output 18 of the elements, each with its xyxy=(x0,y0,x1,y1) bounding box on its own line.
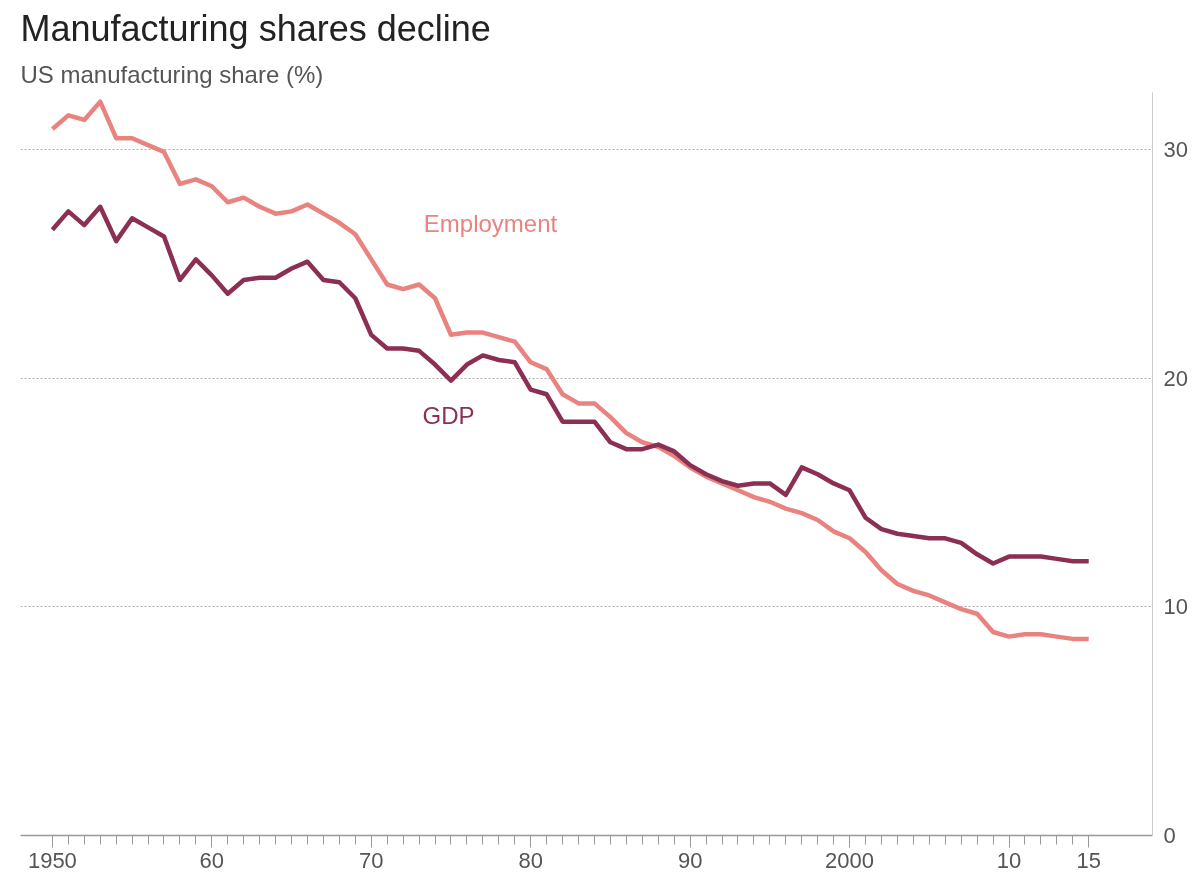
y-tick-label: 10 xyxy=(1163,594,1188,620)
line-series xyxy=(50,204,1091,566)
series-label: GDP xyxy=(422,402,475,429)
x-tick-label: 90 xyxy=(677,847,703,873)
x-tick-label: 2000 xyxy=(825,847,875,873)
y-tick-label: 30 xyxy=(1163,137,1188,163)
series-label: Employment xyxy=(423,210,558,237)
x-tick-label: 1950 xyxy=(27,847,77,873)
x-tick-label: 10 xyxy=(996,847,1022,873)
y-tick-label: 20 xyxy=(1163,365,1188,391)
x-tick-label: 15 xyxy=(1076,847,1101,873)
x-tick-label: 60 xyxy=(199,847,225,873)
chart-title: Manufacturing shares decline xyxy=(20,7,491,49)
y-tick-label: 0 xyxy=(1163,823,1176,848)
x-tick-label: 80 xyxy=(518,847,543,873)
line-series xyxy=(50,99,1091,642)
x-tick-label: 70 xyxy=(359,847,384,873)
chart-subtitle: US manufacturing share (%) xyxy=(20,60,324,88)
